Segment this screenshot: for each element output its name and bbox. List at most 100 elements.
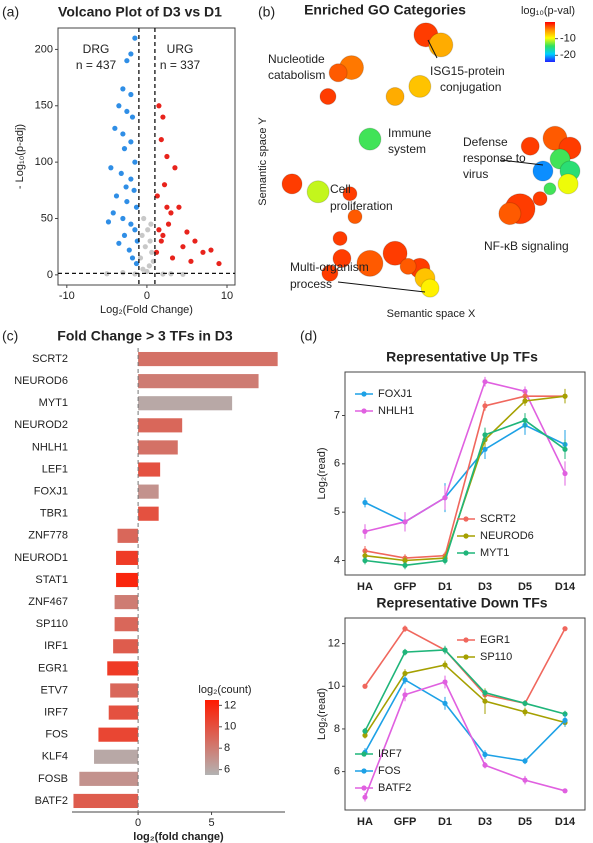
bubble <box>328 63 348 83</box>
x-tick-label: D3 <box>478 581 492 593</box>
panel-label: (c) <box>2 328 18 344</box>
x-tick-label: -10 <box>59 290 75 302</box>
point <box>156 103 162 109</box>
point <box>116 103 122 109</box>
colorbar-tick-label: -10 <box>560 33 576 45</box>
point <box>145 227 151 233</box>
point <box>160 271 166 277</box>
point <box>168 210 174 216</box>
bar <box>110 683 139 698</box>
bar <box>138 462 161 477</box>
legend-label: FOS <box>378 765 401 777</box>
bubble <box>319 88 337 106</box>
y-axis-label: Semantic space Y <box>257 117 269 206</box>
point <box>522 417 528 423</box>
bar <box>138 484 159 499</box>
point <box>129 114 136 120</box>
bubble <box>399 257 417 275</box>
point <box>402 557 408 564</box>
point <box>522 700 528 706</box>
y-tick-label: 6 <box>334 458 340 470</box>
bar <box>107 661 139 676</box>
colorbar-tick-label: 12 <box>224 699 236 711</box>
bar <box>138 418 183 433</box>
y-tick-label: 5 <box>334 506 340 518</box>
bubble <box>358 127 382 151</box>
leader-line <box>337 281 426 293</box>
point <box>128 91 134 98</box>
colorbar-label: log₁₀(p-val) <box>521 5 575 17</box>
chart-title: Enriched GO Categories <box>304 2 466 18</box>
x-tick-label: D5 <box>518 816 532 828</box>
point <box>128 139 134 145</box>
point <box>149 249 155 255</box>
bubble <box>281 173 303 195</box>
category-label: ZNF778 <box>28 530 68 542</box>
category-label: FOS <box>45 729 68 741</box>
series-line <box>364 649 566 732</box>
annotation: NF-κB signaling <box>484 239 569 253</box>
point <box>123 184 129 190</box>
point <box>522 777 528 783</box>
point <box>192 238 198 244</box>
point <box>133 204 140 210</box>
leader-line <box>427 39 438 59</box>
bubble <box>342 186 358 202</box>
annotation: n = 337 <box>160 58 201 72</box>
annotation: Nucleotide <box>268 52 325 66</box>
point <box>139 232 145 239</box>
series-line <box>364 678 566 762</box>
series-line <box>364 424 566 523</box>
bubble <box>520 136 540 156</box>
legend-swatch-point <box>463 516 469 522</box>
bubble <box>420 278 440 298</box>
bubble <box>356 249 384 277</box>
point <box>158 238 164 244</box>
category-label: SCRT2 <box>32 353 68 365</box>
y-axis-label: Log₂(read) <box>316 448 328 500</box>
point <box>148 221 154 227</box>
category-label: ETV7 <box>40 684 68 696</box>
annotation: conjugation <box>440 80 501 94</box>
point <box>362 728 368 734</box>
x-tick-label: D1 <box>438 816 452 828</box>
y-tick-label: 4 <box>334 554 340 566</box>
colorbar <box>545 22 555 62</box>
legend-label: SP110 <box>480 651 512 663</box>
point <box>108 165 114 171</box>
bubble <box>321 264 339 282</box>
bubble <box>306 180 330 204</box>
annotation: Defense <box>463 135 508 149</box>
bar <box>113 639 139 654</box>
point <box>176 204 182 210</box>
category-label: NEUROD1 <box>14 552 68 564</box>
point <box>402 670 408 677</box>
annotation: Immune <box>388 126 432 140</box>
point <box>442 557 448 564</box>
point <box>362 683 368 689</box>
legend-label: MYT1 <box>480 547 509 559</box>
point <box>562 393 568 399</box>
point <box>160 232 166 239</box>
x-tick-label: D3 <box>478 816 492 828</box>
legend-swatch-point <box>361 391 367 397</box>
category-label: FOSB <box>38 773 68 785</box>
x-tick-label: HA <box>357 816 373 828</box>
x-tick-label: D5 <box>518 581 532 593</box>
legend-label: BATF2 <box>378 782 411 794</box>
colorbar <box>205 700 219 775</box>
point <box>208 247 214 253</box>
bar <box>138 396 233 411</box>
point <box>402 692 408 698</box>
point <box>140 266 146 272</box>
category-label: NHLH1 <box>32 441 68 453</box>
category-label: EGR1 <box>38 662 68 674</box>
point <box>124 58 130 64</box>
y-tick-label: 0 <box>47 269 53 281</box>
x-axis-label: Semantic space X <box>387 308 476 320</box>
point <box>482 379 488 385</box>
point <box>562 788 568 794</box>
annotation: Multi-organism <box>290 260 369 274</box>
point <box>105 219 112 225</box>
